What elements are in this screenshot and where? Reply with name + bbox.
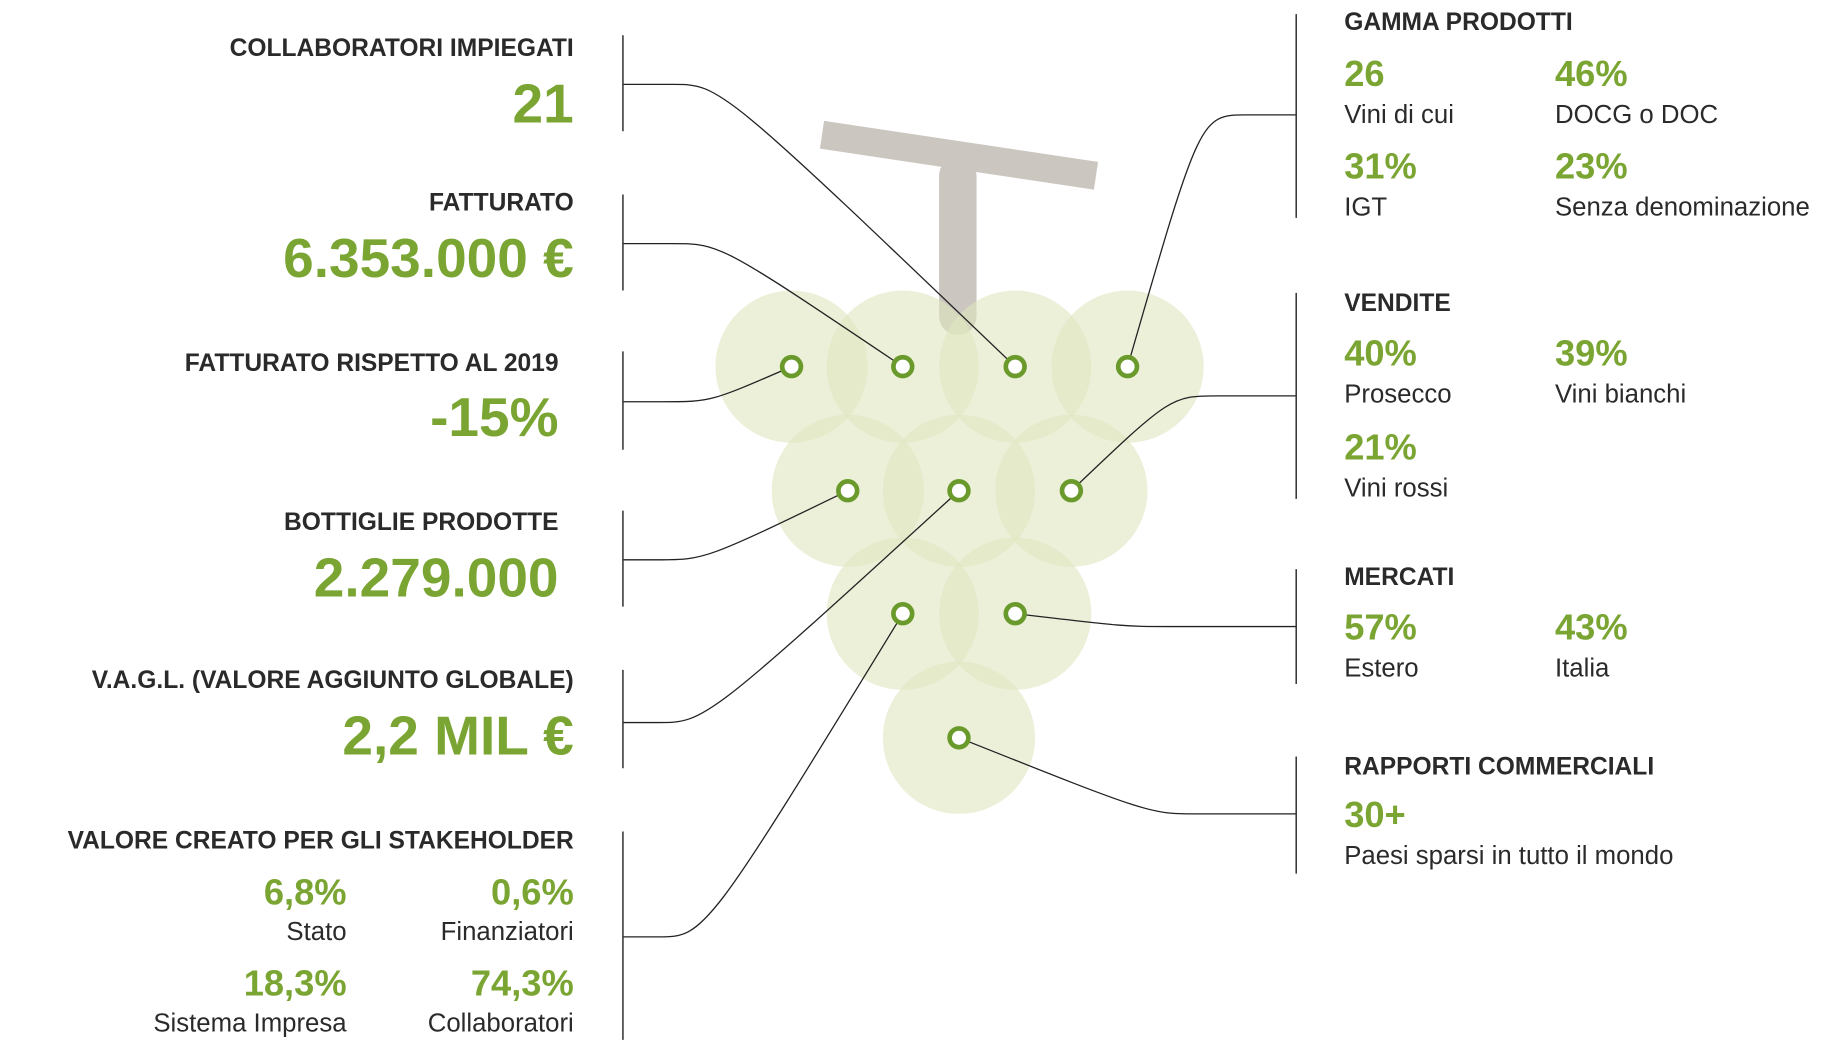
item-value: 0,6% — [491, 871, 574, 912]
grape-dot — [782, 357, 801, 376]
item-caption: Vini rossi — [1344, 474, 1448, 502]
grape-dot — [838, 481, 857, 500]
item-caption: Collaboratori — [428, 1009, 574, 1037]
item-caption: Senza denominazione — [1555, 193, 1810, 221]
block-label: FATTURATO RISPETTO AL 2019 — [185, 350, 559, 377]
item-value: 57% — [1344, 607, 1417, 648]
grape-dot — [1006, 357, 1025, 376]
block-label: BOTTIGLIE PRODOTTE — [284, 509, 558, 536]
item-caption: Stato — [286, 918, 346, 946]
block-label: VENDITE — [1344, 290, 1451, 317]
item-caption: IGT — [1344, 193, 1387, 221]
item-value: 26 — [1344, 53, 1384, 94]
item-value: 21% — [1344, 426, 1417, 467]
item-value: 6,8% — [264, 871, 347, 912]
item-caption: Finanziatori — [441, 918, 574, 946]
grape-dot — [1118, 357, 1137, 376]
block-label: FATTURATO — [429, 189, 574, 216]
item-value: 18,3% — [244, 963, 347, 1004]
grape-dot — [893, 604, 912, 623]
item-value: 31% — [1344, 145, 1417, 186]
grape-dot — [1062, 481, 1081, 500]
block-value: 2,2 MIL € — [342, 705, 573, 767]
item-value: 39% — [1555, 333, 1628, 374]
item-caption: Vini bianchi — [1555, 381, 1686, 409]
grape-dot — [950, 728, 969, 747]
item-caption: DOCG o DOC — [1555, 101, 1718, 129]
item-caption: Prosecco — [1344, 381, 1451, 409]
block-label: COLLABORATORI IMPIEGATI — [230, 35, 574, 62]
item-value: 40% — [1344, 333, 1417, 374]
item-caption: Vini di cui — [1344, 101, 1454, 129]
item-value: 30+ — [1344, 794, 1406, 835]
item-value: 23% — [1555, 145, 1628, 186]
item-value: 43% — [1555, 607, 1628, 648]
item-caption: Paesi sparsi in tutto il mondo — [1344, 842, 1673, 870]
block-value: 2.279.000 — [314, 547, 559, 609]
block-value: -15% — [430, 386, 558, 448]
block-label: GAMMA PRODOTTI — [1344, 9, 1572, 36]
page: {"left":[ {"label":"COLLABORATORI IMPIEG… — [0, 0, 1836, 1040]
item-caption: Estero — [1344, 655, 1418, 683]
block-value: 6.353.000 € — [283, 227, 574, 289]
infographic: COLLABORATORI IMPIEGATI 21 FATTURATO 6.353.… — [0, 0, 1836, 1040]
grape-dot — [893, 357, 912, 376]
block-value: 21 — [513, 72, 574, 134]
item-caption: Italia — [1555, 655, 1610, 683]
block-label: MERCATI — [1344, 564, 1454, 591]
item-caption: Sistema Impresa — [153, 1009, 347, 1037]
block-label: V.A.G.L. (VALORE AGGIUNTO GLOBALE) — [92, 667, 574, 694]
item-value: 46% — [1555, 53, 1628, 94]
grape-bunch — [715, 135, 1203, 814]
grape-dot — [950, 481, 969, 500]
grape-dot — [1006, 604, 1025, 623]
block-label: VALORE CREATO PER GLI STAKEHOLDER — [68, 828, 574, 855]
item-value: 74,3% — [471, 963, 574, 1004]
block-label: RAPPORTI COMMERCIALI — [1344, 754, 1654, 781]
